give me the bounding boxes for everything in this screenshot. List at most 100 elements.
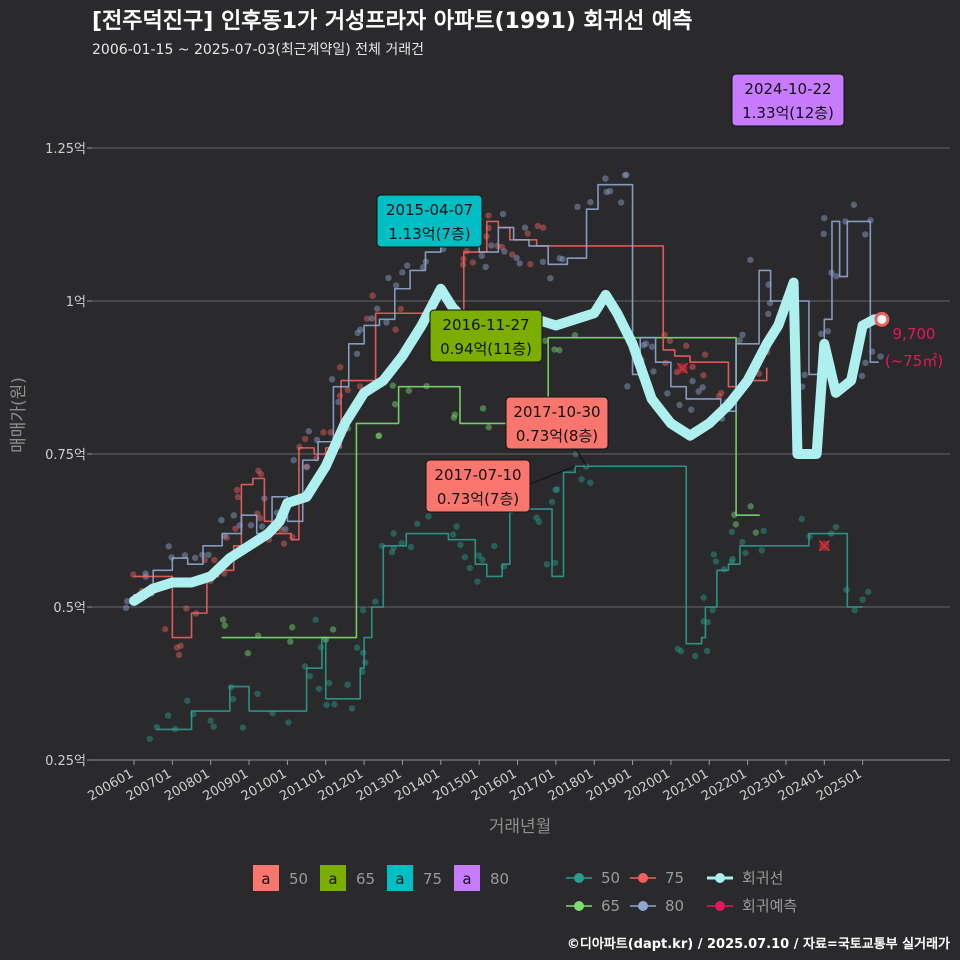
scatter-dot-3-30-1 — [623, 171, 630, 178]
scatter-dot-2-3-1 — [173, 644, 181, 651]
scatter-dot-3-48-0 — [862, 359, 869, 367]
scatter-dot-3-7-0 — [258, 523, 266, 530]
scatter-dot-2-30-0 — [700, 372, 707, 379]
scatter-dot-3-34-1 — [664, 390, 671, 397]
scatter-dot-0-31-0 — [674, 645, 682, 653]
scatter-dot-0-20-1 — [457, 541, 464, 549]
legend-line-label-3: 65 — [601, 897, 620, 915]
scatter-dot-0-25-1 — [533, 514, 540, 521]
legend-dot-2 — [715, 873, 725, 883]
scatter-dot-3-7-1 — [247, 521, 255, 529]
scatter-dot-1-10-0 — [551, 346, 558, 353]
legend-line-label-0: 50 — [601, 869, 620, 887]
scatter-dot-0-26-0 — [535, 518, 543, 525]
scatter-dot-0-37-0 — [728, 528, 736, 536]
scatter-dot-1-5-1 — [375, 432, 383, 439]
scatter-dot-1-2-1 — [289, 624, 296, 631]
chart-title: [전주덕진구] 인후동1가 거성프라자 아파트(1991) 회귀선 예측 — [92, 9, 692, 34]
scatter-dot-2-9-1 — [255, 467, 262, 475]
scatter-dot-0-15-0 — [388, 549, 396, 556]
scatter-dot-3-46-0 — [850, 201, 858, 208]
scatter-dot-3-10-1 — [290, 457, 297, 464]
scatter-dot-0-8-0 — [312, 616, 319, 623]
scatter-dot-3-4-1 — [205, 551, 212, 558]
annotation-box-2 — [429, 309, 543, 363]
y-tick-label-3: 1억 — [66, 295, 86, 310]
annotation-price-4: 0.73억(7층) — [437, 490, 519, 508]
annotation-price-0: 1.33억(12층) — [742, 104, 834, 122]
scatter-dot-0-6-1 — [285, 719, 292, 726]
annotation-0: 2024-10-22 1.33억(12층) — [731, 73, 845, 127]
legend-box-label-1: 65 — [356, 870, 375, 888]
legend-dot-0 — [574, 873, 584, 883]
forecast-area: (~75㎡) — [885, 352, 943, 370]
scatter-dot-0-3-1 — [207, 717, 214, 724]
annotation-3: 2017-10-30 0.73억(8층) — [505, 396, 609, 467]
annotation-leader-4 — [529, 465, 576, 485]
scatter-dot-1-13-1 — [747, 503, 754, 510]
series-line-50 — [156, 465, 864, 731]
scatter-dot-0-5-0 — [239, 724, 247, 731]
scatter-dot-0-27-1 — [543, 561, 551, 568]
scatter-dot-3-39-0 — [747, 256, 754, 264]
scatter-dot-2-29-0 — [689, 363, 696, 371]
scatter-dot-2-28-0 — [662, 359, 669, 367]
scatter-dot-0-2-1 — [184, 697, 191, 704]
scatter-dot-1-8-1 — [451, 411, 459, 418]
scatter-dot-0-19-1 — [450, 531, 457, 538]
scatter-dot-1-6-1 — [391, 401, 399, 408]
legend-line-label-5: 회귀예측 — [742, 897, 797, 915]
scatter-dot-1-7-1 — [405, 387, 413, 394]
annotations: 2024-10-221.33억(12층)2015-04-071.13억(7층)2… — [376, 73, 845, 513]
scatter-dot-3-38-0 — [739, 331, 746, 338]
scatter-dot-0-23-1 — [491, 542, 498, 550]
scatter-dot-3-28-1 — [602, 175, 609, 182]
scatter-dot-0-10-0 — [331, 701, 338, 708]
legend-box-label-0: 50 — [289, 870, 308, 888]
scatter-dot-2-25-0 — [524, 230, 531, 237]
scatter-dot-1-12-0 — [732, 521, 740, 528]
scatter-dot-3-30-0 — [621, 172, 629, 179]
scatter-dot-2-19-1 — [392, 326, 399, 333]
scatter-dot-3-24-0 — [521, 224, 529, 231]
scatter-dot-3-40-1 — [765, 310, 772, 318]
scatter-dot-0-14-1 — [372, 598, 379, 605]
scatter-dot-1-11-0 — [571, 332, 579, 339]
scatter-dot-3-11-1 — [305, 428, 313, 435]
scatter-dot-0-22-1 — [474, 578, 481, 585]
scatter-dot-2-16-1 — [336, 392, 344, 399]
annotation-price-2: 0.94억(11층) — [440, 340, 532, 358]
scatter-dot-3-49-0 — [877, 353, 884, 360]
scatter-dot-0-7-1 — [306, 673, 314, 680]
scatter-dot-0-16-0 — [390, 530, 397, 537]
scatter-dot-3-35-1 — [688, 406, 695, 413]
scatter-dot-2-10-0 — [256, 514, 264, 522]
scatter-dot-0-8-1 — [317, 644, 325, 651]
scatter-dot-3-17-0 — [403, 262, 411, 269]
legend: a 50 a 65 a 75 a 80 50 75 회귀선 65 80 회귀예측 — [253, 865, 797, 915]
annotation-date-2: 2016-11-27 — [442, 316, 529, 334]
scatter-dot-0-31-1 — [677, 648, 685, 655]
y-tick-label-1: 0.5억 — [53, 601, 86, 616]
scatter-dot-0-29-1 — [578, 476, 585, 483]
scatter-dot-0-34-0 — [709, 606, 716, 614]
scatter-dot-1-6-0 — [389, 382, 397, 389]
scatter-dot-0-43-0 — [859, 596, 866, 603]
scatter-dot-0-21-1 — [475, 552, 483, 559]
scatter-dot-2-29-1 — [683, 342, 690, 349]
scatter-dot-3-43-1 — [824, 328, 832, 335]
scatter-dot-2-12-1 — [280, 540, 288, 547]
scatter-dot-3-33-0 — [650, 368, 657, 375]
scatter-dot-3-0-1 — [124, 597, 131, 605]
annotation-box-3 — [505, 396, 609, 450]
scatter-dot-2-13-0 — [301, 435, 309, 443]
scatter-dot-2-30-1 — [701, 351, 709, 358]
scatter-dot-3-33-1 — [648, 343, 656, 350]
scatter-dot-0-17-0 — [398, 540, 405, 547]
legend-box-label-3: 80 — [490, 870, 509, 888]
scatter-dot-0-14-0 — [359, 607, 367, 614]
scatter-dot-3-38-1 — [736, 337, 743, 344]
scatter-dot-2-18-0 — [363, 315, 371, 322]
annotation-price-1: 1.13억(7층) — [388, 225, 470, 243]
scatter-dot-1-5-0 — [375, 432, 382, 440]
